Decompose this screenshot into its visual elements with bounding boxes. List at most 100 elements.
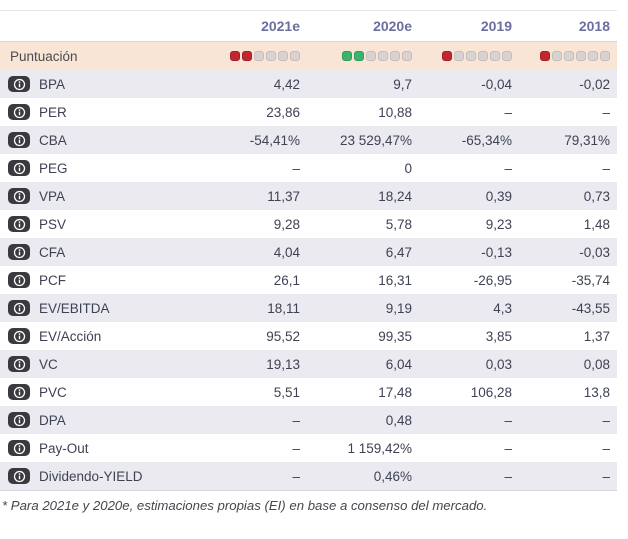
info-icon[interactable] <box>8 104 30 120</box>
table-row: CBA -54,41% 23 529,47% -65,34% 79,31% <box>0 126 617 154</box>
value-2018: -43,55 <box>571 300 610 316</box>
value-2019: -0,04 <box>481 76 512 92</box>
row-label-cell: PEG <box>0 160 185 176</box>
table-row: VC 19,13 6,04 0,03 0,08 <box>0 350 617 378</box>
value-2019: 3,85 <box>485 328 512 344</box>
info-icon[interactable] <box>8 412 30 428</box>
value-2020e: 1 159,42% <box>347 440 412 456</box>
value-2019: -65,34% <box>461 132 512 148</box>
metric-label: CBA <box>39 132 67 148</box>
value-2021e: 23,86 <box>266 104 300 120</box>
value-2018: 79,31% <box>564 132 610 148</box>
value-2020e: 18,24 <box>378 188 412 204</box>
value-2021e: 9,28 <box>273 216 300 232</box>
info-icon[interactable] <box>8 272 30 288</box>
metric-rows: BPA 4,42 9,7 -0,04 -0,02 PER 23,86 10,88… <box>0 70 617 491</box>
score-dot-filled <box>354 51 364 61</box>
metric-label: PCF <box>39 272 66 288</box>
info-icon[interactable] <box>8 328 30 344</box>
metric-label: PVC <box>39 384 67 400</box>
value-2020e: 0,48 <box>385 412 412 428</box>
table-footnote: * Para 2021e y 2020e, estimaciones propi… <box>2 498 488 513</box>
value-2021e: 5,51 <box>273 384 300 400</box>
metric-label: Pay-Out <box>39 440 89 456</box>
table-row: PER 23,86 10,88 – – <box>0 98 617 126</box>
info-icon[interactable] <box>8 216 30 232</box>
row-label-cell: EV/EBITDA <box>0 300 185 316</box>
value-2019: – <box>504 468 512 484</box>
metric-label: PER <box>39 104 67 120</box>
info-icon[interactable] <box>8 244 30 260</box>
info-icon[interactable] <box>8 300 30 316</box>
score-dot-empty <box>564 51 574 61</box>
info-icon[interactable] <box>8 188 30 204</box>
metric-label: VC <box>39 356 58 372</box>
metric-label: CFA <box>39 244 66 260</box>
info-icon[interactable] <box>8 468 30 484</box>
info-icon[interactable] <box>8 160 30 176</box>
value-2020e: 17,48 <box>378 384 412 400</box>
value-2019: 0,39 <box>485 188 512 204</box>
value-2021e: 19,13 <box>266 356 300 372</box>
value-2018: -0,02 <box>579 76 610 92</box>
value-2019: 4,3 <box>493 300 512 316</box>
score-dot-filled <box>540 51 550 61</box>
row-label-cell: Dividendo-YIELD <box>0 468 185 484</box>
score-dot-empty <box>266 51 276 61</box>
value-2021e: 4,04 <box>273 244 300 260</box>
score-cell <box>412 51 512 61</box>
row-label-cell: PCF <box>0 272 185 288</box>
score-dot-empty <box>390 51 400 61</box>
score-dot-empty <box>576 51 586 61</box>
value-2021e: – <box>292 440 300 456</box>
score-dot-empty <box>490 51 500 61</box>
value-2020e: 16,31 <box>378 272 412 288</box>
value-2019: – <box>504 412 512 428</box>
value-2021e: – <box>292 160 300 176</box>
value-2021e: 18,11 <box>267 300 300 316</box>
metric-label: VPA <box>39 188 66 204</box>
column-header-2019: 2019 <box>480 18 512 34</box>
value-2018: -0,03 <box>579 244 610 260</box>
table-row: CFA 4,04 6,47 -0,13 -0,03 <box>0 238 617 266</box>
score-row: Puntuación <box>0 42 617 70</box>
info-icon[interactable] <box>8 356 30 372</box>
score-dot-empty <box>552 51 562 61</box>
table-row: Pay-Out – 1 159,42% – – <box>0 434 617 462</box>
value-2018: 1,48 <box>583 216 610 232</box>
info-icon[interactable] <box>8 132 30 148</box>
value-2020e: 6,47 <box>385 244 412 260</box>
table-row: Dividendo-YIELD – 0,46% – – <box>0 462 617 490</box>
value-2018: 13,8 <box>583 384 610 400</box>
row-label-cell: Pay-Out <box>0 440 185 456</box>
value-2019: – <box>504 440 512 456</box>
value-2021e: 95,52 <box>266 328 300 344</box>
row-label-cell: CBA <box>0 132 185 148</box>
score-dot-empty <box>502 51 512 61</box>
value-2019: -0,13 <box>481 244 512 260</box>
value-2021e: – <box>292 412 300 428</box>
table-row: PVC 5,51 17,48 106,28 13,8 <box>0 378 617 406</box>
info-icon[interactable] <box>8 384 30 400</box>
score-cell <box>300 51 412 61</box>
info-icon[interactable] <box>8 76 30 92</box>
value-2021e: -54,41% <box>249 132 300 148</box>
metric-label: PEG <box>39 160 68 176</box>
table-row: PCF 26,1 16,31 -26,95 -35,74 <box>0 266 617 294</box>
value-2020e: 6,04 <box>385 356 412 372</box>
metric-label: EV/EBITDA <box>39 300 110 316</box>
column-header-2020e: 2020e <box>373 18 412 34</box>
value-2020e: 9,7 <box>393 76 412 92</box>
value-2019: – <box>504 104 512 120</box>
row-label-cell: BPA <box>0 76 185 92</box>
metric-label: Dividendo-YIELD <box>39 468 143 484</box>
row-label-cell: VPA <box>0 188 185 204</box>
score-dot-filled <box>442 51 452 61</box>
value-2018: – <box>602 440 610 456</box>
value-2021e: 11,37 <box>267 188 300 204</box>
metric-label: BPA <box>39 76 66 92</box>
score-dot-empty <box>454 51 464 61</box>
row-label-cell: PER <box>0 104 185 120</box>
info-icon[interactable] <box>8 440 30 456</box>
value-2018: 0,73 <box>583 188 610 204</box>
